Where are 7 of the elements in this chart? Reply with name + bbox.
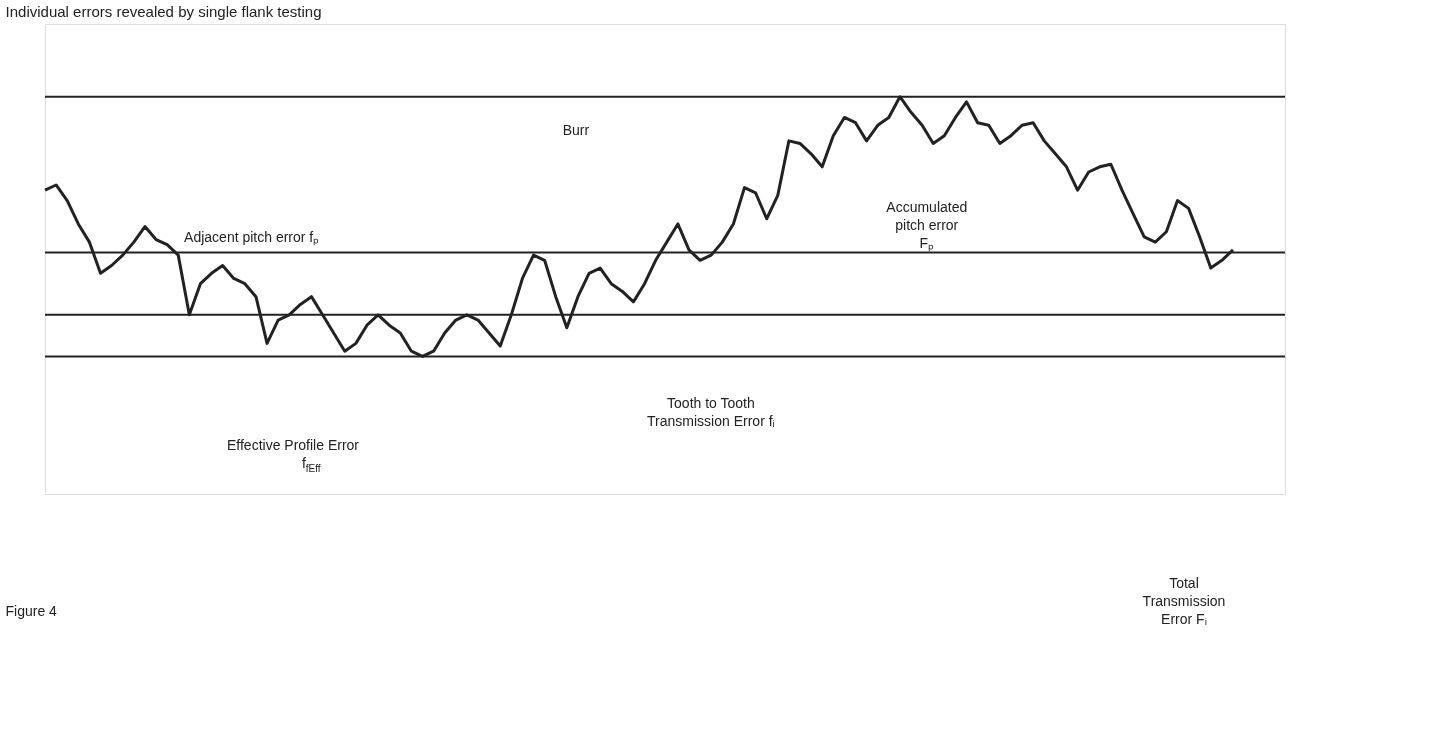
caption: Figure 4 [5,602,58,619]
annotation: Accumulated pitch error Fₚ [886,198,968,252]
chart-title: Individual errors revealed by single flank testing [5,3,322,20]
text: Tooth to Tooth Transmission Error fᵢ [647,395,775,430]
annotation: Burr [562,121,590,138]
annotation: Adjacent pitch error fₚ [184,229,320,247]
text: Total Transmission Error Fᵢ [1142,574,1226,627]
